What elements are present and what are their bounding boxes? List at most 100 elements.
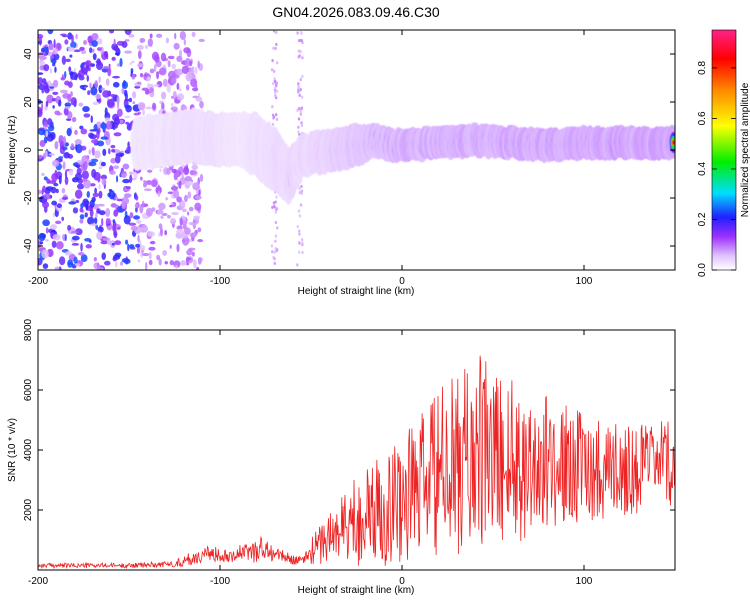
heatmap-cell	[158, 190, 161, 198]
heatmap-cell	[96, 231, 103, 240]
heatmap-cell	[165, 197, 169, 201]
heatmap-cell	[146, 82, 151, 90]
x-tick-label: 0	[399, 276, 405, 287]
heatmap-cell	[153, 64, 157, 73]
heatmap-cell	[181, 65, 189, 75]
heatmap-cell	[58, 138, 61, 144]
heatmap-cell	[273, 204, 276, 208]
heatmap-cell	[142, 109, 145, 116]
heatmap-cell	[167, 60, 171, 68]
heatmap-cell	[50, 186, 57, 194]
heatmap-cell	[171, 63, 177, 70]
heatmap-cell	[190, 78, 198, 88]
heatmap-cell	[87, 67, 91, 71]
heatmap-cell	[112, 224, 117, 232]
y-tick-label: -40	[23, 238, 34, 253]
heatmap-cell	[81, 170, 89, 180]
heatmap-cell	[185, 72, 193, 82]
heatmap-cell	[183, 166, 190, 176]
heatmap-cell	[74, 189, 83, 199]
heatmap-cell	[194, 202, 202, 211]
heatmap-cell	[105, 120, 112, 130]
heatmap-cell	[172, 91, 177, 99]
heatmap-cell	[94, 150, 101, 159]
top-x-axis: -200 -100 0 100	[28, 30, 593, 287]
heatmap-cell	[127, 141, 130, 149]
y-tick-label: 4000	[23, 438, 34, 461]
heatmap-cell	[68, 201, 77, 205]
heatmap-cell	[91, 168, 97, 178]
heatmap-cell	[114, 240, 122, 246]
heatmap-cell	[67, 259, 74, 268]
heatmap-cell	[165, 37, 170, 44]
heatmap-cell	[70, 41, 77, 49]
heatmap-cell	[61, 196, 69, 200]
heatmap-cell	[297, 229, 301, 233]
heatmap-cell	[63, 136, 66, 146]
heatmap-cell	[115, 261, 118, 268]
heatmap-cell	[130, 68, 134, 74]
heatmap-cell	[84, 237, 92, 242]
heatmap-cell	[105, 78, 110, 86]
heatmap-cell	[140, 40, 143, 44]
heatmap-cell	[189, 60, 193, 67]
heatmap-cell	[139, 245, 146, 251]
heatmap-cell	[38, 33, 44, 39]
heatmap-cell	[52, 91, 59, 96]
heatmap-cell	[51, 240, 57, 248]
heatmap-cell	[112, 81, 120, 88]
y-tick-label: 8000	[23, 318, 34, 341]
heatmap-cell	[90, 86, 98, 96]
heatmap-cell	[191, 222, 197, 226]
heatmap-cell	[113, 45, 119, 52]
heatmap-cell	[71, 243, 80, 246]
heatmap-cell	[88, 161, 97, 167]
heatmap-cell	[195, 66, 198, 75]
heatmap-cell	[47, 30, 54, 35]
heatmap-cell	[140, 73, 143, 78]
heatmap-cell	[97, 38, 103, 45]
heatmap-cell	[108, 190, 116, 200]
heatmap-cell	[64, 169, 68, 179]
heatmap-cell	[274, 94, 277, 98]
heatmap-cell	[56, 99, 59, 104]
heatmap-cell	[63, 107, 69, 116]
heatmap-cell	[124, 149, 131, 154]
heatmap-cell	[199, 173, 204, 183]
heatmap-cell	[128, 222, 137, 226]
heatmap-cell	[94, 187, 97, 194]
heatmap-cell	[164, 261, 168, 265]
heatmap-cell	[275, 113, 278, 117]
colorbar-gradient	[711, 29, 737, 271]
heatmap-cell	[45, 239, 49, 242]
heatmap-cell	[185, 84, 190, 91]
heatmap-cell	[102, 90, 110, 98]
y-tick-label: 6000	[23, 378, 34, 401]
heatmap-cell	[48, 124, 55, 132]
heatmap-cell	[85, 244, 92, 249]
heatmap-cell	[187, 191, 192, 199]
heatmap-cell	[158, 67, 167, 76]
heatmap-cell	[299, 77, 302, 82]
heatmap-cell	[86, 190, 91, 198]
heatmap-cell	[183, 39, 187, 46]
heatmap-cell	[159, 168, 162, 172]
heatmap-cell	[299, 31, 303, 35]
heatmap-cell	[69, 71, 74, 76]
heatmap-cell	[78, 75, 85, 81]
heatmap-cell	[112, 219, 116, 223]
top-y-axis: -40 -20 0 20 40	[23, 48, 675, 253]
heatmap-cell	[122, 178, 131, 184]
heatmap-cell	[128, 34, 135, 38]
heatmap-cell	[82, 87, 87, 91]
heatmap-cell	[198, 38, 205, 42]
heatmap-cell	[299, 49, 302, 54]
heatmap-cell	[274, 200, 277, 204]
heatmap-cell	[96, 208, 100, 214]
heatmap-cell	[298, 54, 301, 58]
heatmap-cell	[85, 60, 92, 66]
heatmap-cell	[149, 68, 155, 74]
heatmap-cell	[43, 176, 48, 181]
heatmap-cell	[38, 83, 46, 91]
heatmap-cell	[160, 52, 167, 62]
